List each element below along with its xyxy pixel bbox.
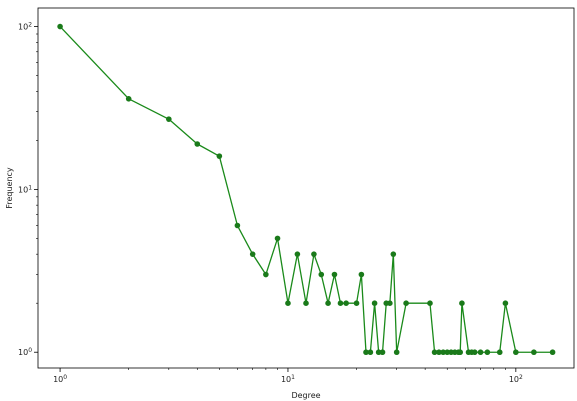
y-axis-label: Frequency [5, 167, 14, 209]
data-point [459, 300, 465, 307]
data-point [484, 349, 491, 356]
data-point [274, 235, 281, 242]
x-tick-exponent: 0 [63, 374, 67, 381]
data-point [387, 300, 393, 307]
data-point [431, 349, 438, 356]
data-point [444, 349, 451, 356]
data-point [403, 300, 409, 307]
data-point [294, 251, 301, 257]
data-point [337, 300, 344, 307]
x-tick-exponent: 1 [291, 374, 295, 381]
y-tick-label: 102 [18, 22, 32, 32]
data-point [125, 96, 132, 102]
plot-area [37, 7, 575, 369]
y-tick-exponent: 2 [28, 22, 32, 29]
y-tick-label: 100 [18, 347, 32, 357]
y-tick-label: 101 [18, 184, 32, 194]
data-point [531, 349, 537, 356]
data-point [367, 349, 374, 356]
data-point [502, 300, 509, 307]
y-tick-exponent: 0 [28, 347, 32, 354]
data-point [393, 349, 400, 356]
data-point [166, 116, 172, 122]
data-point [263, 271, 269, 278]
x-tick-exponent: 2 [519, 374, 523, 381]
data-point [549, 349, 556, 356]
data-point [249, 251, 256, 257]
data-point [325, 300, 331, 307]
data-point [216, 153, 223, 159]
data-point [440, 349, 446, 356]
data-point [471, 349, 478, 356]
y-tick-exponent: 1 [28, 184, 32, 191]
data-point [436, 349, 442, 356]
data-point [194, 141, 201, 147]
data-point [427, 300, 433, 307]
data-point [303, 300, 309, 307]
x-axis-ticks: 100 101 102 [53, 368, 523, 384]
data-point [358, 271, 365, 278]
data-point [375, 349, 382, 356]
data-point [390, 251, 397, 257]
data-point [234, 222, 241, 229]
marker-layer [57, 23, 556, 356]
data-point [457, 349, 464, 356]
data-point [57, 23, 63, 30]
data-point [379, 349, 386, 356]
data-point [371, 300, 378, 307]
x-axis-label: Degree [291, 391, 320, 400]
data-point [343, 300, 349, 307]
data-point [477, 349, 484, 356]
x-tick-label: 102 [509, 374, 523, 384]
data-point [496, 349, 503, 356]
x-tick-label: 100 [53, 374, 67, 384]
data-point [311, 251, 317, 257]
x-tick-label: 101 [281, 374, 295, 384]
data-point [318, 271, 325, 278]
data-point [331, 271, 338, 278]
data-point [353, 300, 360, 307]
data-point [513, 349, 519, 356]
data-point [285, 300, 291, 307]
data-point [363, 349, 369, 356]
